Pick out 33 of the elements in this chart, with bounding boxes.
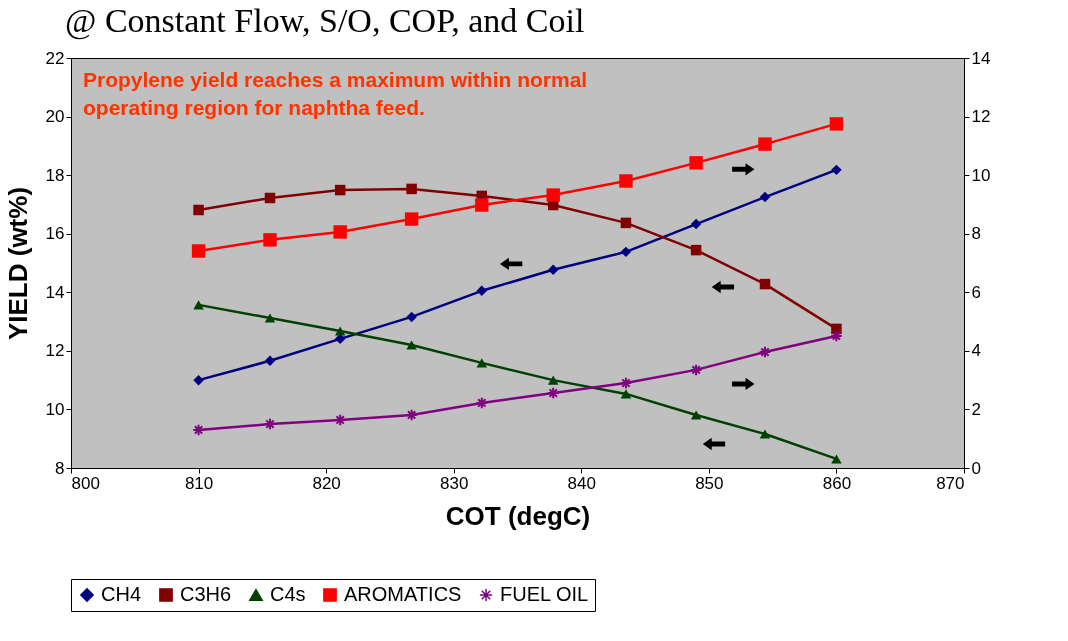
y2-tick-label: 6 <box>971 282 981 302</box>
legend-label: FUEL OIL <box>500 583 589 605</box>
y-tick-label: 22 <box>45 48 65 68</box>
y-tick-label: 18 <box>45 165 65 185</box>
y2-tick-label: 2 <box>971 399 981 419</box>
y2-tick-label: 0 <box>971 458 981 478</box>
x-tick-label: 840 <box>567 473 596 493</box>
legend-label: CH4 <box>101 583 142 605</box>
y2-tick-label: 14 <box>971 48 991 68</box>
y-tick-label: 10 <box>45 399 65 419</box>
x-tick-label: 810 <box>184 473 214 493</box>
legend-label: C4s <box>270 583 306 605</box>
chart-title: @ Constant Flow, S/O, COP, and Coil <box>65 2 585 40</box>
annotation: Propylene yield reaches a maximum within normal operating region for naphtha feed. <box>83 68 588 119</box>
y-tick-label: 20 <box>45 107 65 127</box>
y-axis-title: YIELD (wt%) <box>2 186 33 341</box>
x-tick-label: 820 <box>312 473 341 493</box>
x-tick-label: 850 <box>695 473 724 493</box>
y2-tick-label: 12 <box>971 107 991 127</box>
y2-tick-label: 8 <box>971 224 981 244</box>
y-tick-label: 14 <box>45 282 65 302</box>
legend-label: AROMATICS <box>344 583 462 605</box>
x-tick-label: 830 <box>440 473 469 493</box>
legend-label: C3H6 <box>180 583 232 605</box>
x-tick-label: 870 <box>936 473 965 493</box>
y-tick-label: 8 <box>55 458 65 478</box>
y2-tick-label: 10 <box>971 165 991 185</box>
y-tick-label: 12 <box>45 341 65 361</box>
x-axis-title: COT (degC) <box>445 500 591 531</box>
y2-tick-label: 4 <box>971 341 981 361</box>
y-tick-label: 16 <box>45 224 65 244</box>
x-tick-label: 860 <box>822 473 852 493</box>
x-tick-label: 800 <box>71 473 100 493</box>
